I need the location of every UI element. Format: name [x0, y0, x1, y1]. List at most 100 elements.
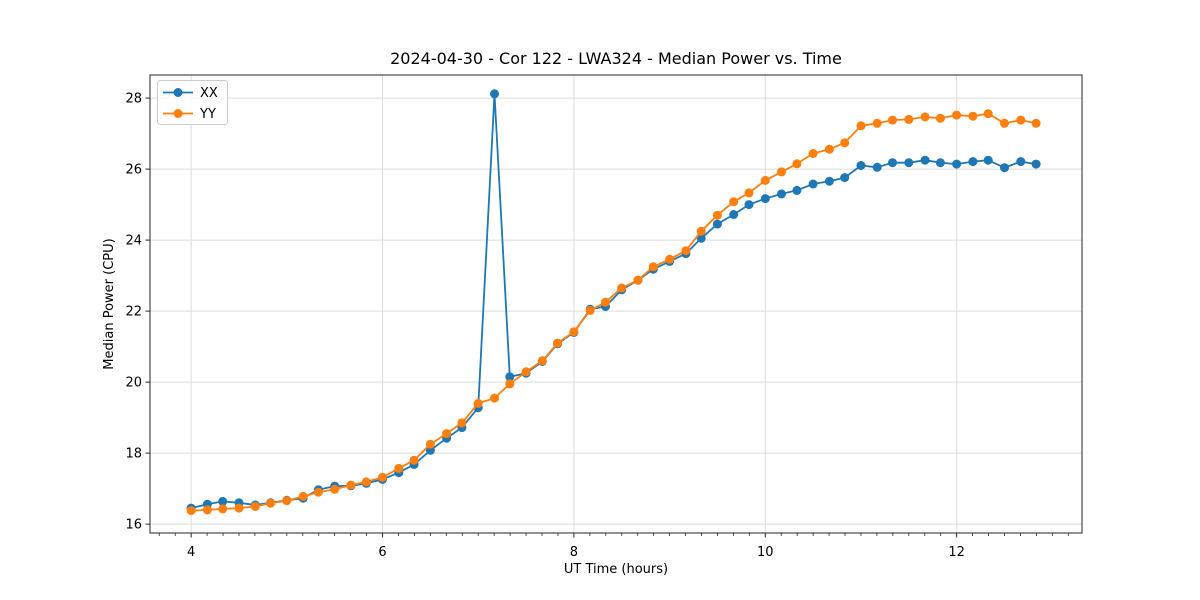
- legend-marker-yy: [173, 109, 183, 118]
- legend-label-xx: XX: [200, 86, 218, 101]
- series-YY-marker: [648, 262, 658, 272]
- series-XX-marker: [1031, 159, 1041, 169]
- series-YY-marker: [218, 504, 228, 514]
- legend-label-yy: YY: [199, 107, 216, 122]
- series-XX-marker: [904, 158, 914, 168]
- legend-marker-xx: [173, 88, 183, 97]
- x-tick-label: 4: [187, 545, 195, 560]
- series-YY-marker: [282, 496, 292, 506]
- axis-ticks: 4 6 8 10 12 16 18 20 22 24 26 28: [125, 92, 1069, 560]
- series-XX-marker: [952, 159, 962, 169]
- series-YY-marker: [313, 487, 323, 497]
- series-YY-marker: [888, 115, 897, 125]
- series-YY-marker: [633, 275, 643, 285]
- series-YY-marker: [186, 506, 196, 516]
- y-tick-label: 16: [125, 518, 142, 533]
- x-axis-label: UT Time (hours): [564, 562, 668, 577]
- series-YY-marker: [1016, 115, 1026, 125]
- series-YY-marker: [505, 379, 515, 389]
- y-axis-label: Median Power (CPU): [102, 238, 117, 369]
- series-XX-marker: [777, 189, 786, 199]
- series-YY-marker: [792, 159, 802, 169]
- series-XX-marker: [888, 158, 897, 168]
- x-tick-label: 8: [570, 545, 578, 560]
- series-XX-marker: [1016, 157, 1026, 167]
- y-tick-label: 20: [125, 376, 142, 391]
- series-XX-marker: [935, 158, 945, 168]
- data-series: [186, 89, 1041, 516]
- series-YY-marker: [330, 484, 340, 494]
- series-YY-marker: [808, 149, 818, 158]
- series-YY-marker: [361, 477, 371, 487]
- series-XX-marker: [712, 219, 722, 229]
- series-YY-marker: [968, 111, 978, 121]
- series-YY-marker: [537, 356, 547, 366]
- series-XX-marker: [983, 155, 993, 165]
- series-XX-marker: [729, 210, 739, 219]
- series-YY-marker: [760, 175, 770, 185]
- series-YY-marker: [729, 197, 739, 207]
- series-YY-marker: [553, 338, 563, 348]
- series-YY-marker: [473, 398, 483, 408]
- x-tick-label: 6: [378, 545, 386, 560]
- series-YY-marker: [394, 463, 404, 473]
- series-YY-marker: [1000, 118, 1009, 128]
- y-tick-label: 28: [125, 92, 142, 107]
- series-YY-marker: [696, 226, 706, 236]
- series-XX-marker: [505, 372, 515, 382]
- series-YY-marker: [1031, 118, 1041, 128]
- legend: XX YY: [157, 80, 228, 125]
- series-XX-marker: [856, 161, 866, 170]
- series-YY-marker: [234, 503, 244, 513]
- series-YY-marker: [744, 188, 754, 198]
- series-XX-marker: [808, 179, 818, 189]
- series-XX-marker: [968, 157, 978, 167]
- y-tick-label: 18: [125, 447, 142, 462]
- series-XX-marker: [760, 194, 770, 204]
- series-YY-marker: [378, 472, 387, 482]
- series-YY-marker: [569, 327, 579, 337]
- series-YY-marker: [202, 505, 212, 515]
- series-YY-marker: [442, 429, 452, 439]
- series-XX-marker: [792, 185, 802, 195]
- series-XX-marker: [490, 89, 499, 99]
- series-YY-marker: [346, 480, 356, 490]
- series-YY-marker: [824, 144, 834, 154]
- x-tick-label: 12: [948, 545, 965, 560]
- series-YY-marker: [601, 297, 610, 307]
- series-YY-marker: [777, 167, 786, 177]
- series-YY-marker: [920, 112, 930, 122]
- plot-border: [149, 74, 1083, 534]
- series-YY-marker: [298, 491, 308, 501]
- series-YY-marker: [425, 439, 435, 449]
- series-YY-marker: [585, 305, 595, 315]
- series-YY-marker: [250, 501, 260, 511]
- series-XX-marker: [872, 162, 882, 172]
- series-YY-marker: [856, 121, 866, 131]
- series-YY-marker: [840, 138, 850, 148]
- series-YY-marker: [935, 113, 945, 123]
- series-XX-marker: [824, 176, 834, 186]
- gridlines: [150, 75, 1082, 533]
- series-YY-marker: [665, 254, 675, 264]
- series-YY-marker: [409, 455, 419, 465]
- series-YY-marker: [457, 418, 467, 428]
- series-YY-marker: [490, 393, 499, 403]
- series-XX-marker: [1000, 163, 1009, 173]
- series-XX-marker: [696, 233, 706, 243]
- series-YY-marker: [521, 367, 531, 377]
- series-YY-marker: [952, 110, 962, 120]
- series-YY-marker: [266, 498, 276, 508]
- series-YY-marker: [904, 114, 914, 124]
- series-XX-marker: [218, 496, 228, 506]
- series-XX-line: [190, 92, 1037, 509]
- chart-title: 2024-04-30 - Cor 122 - LWA324 - Median P…: [390, 49, 842, 68]
- y-tick-label: 24: [125, 234, 142, 249]
- series-YY-marker: [872, 118, 882, 128]
- series-XX-marker: [744, 200, 754, 210]
- series-YY-marker: [617, 283, 627, 293]
- series-YY-line: [191, 112, 1037, 512]
- series-YY-marker: [712, 210, 722, 220]
